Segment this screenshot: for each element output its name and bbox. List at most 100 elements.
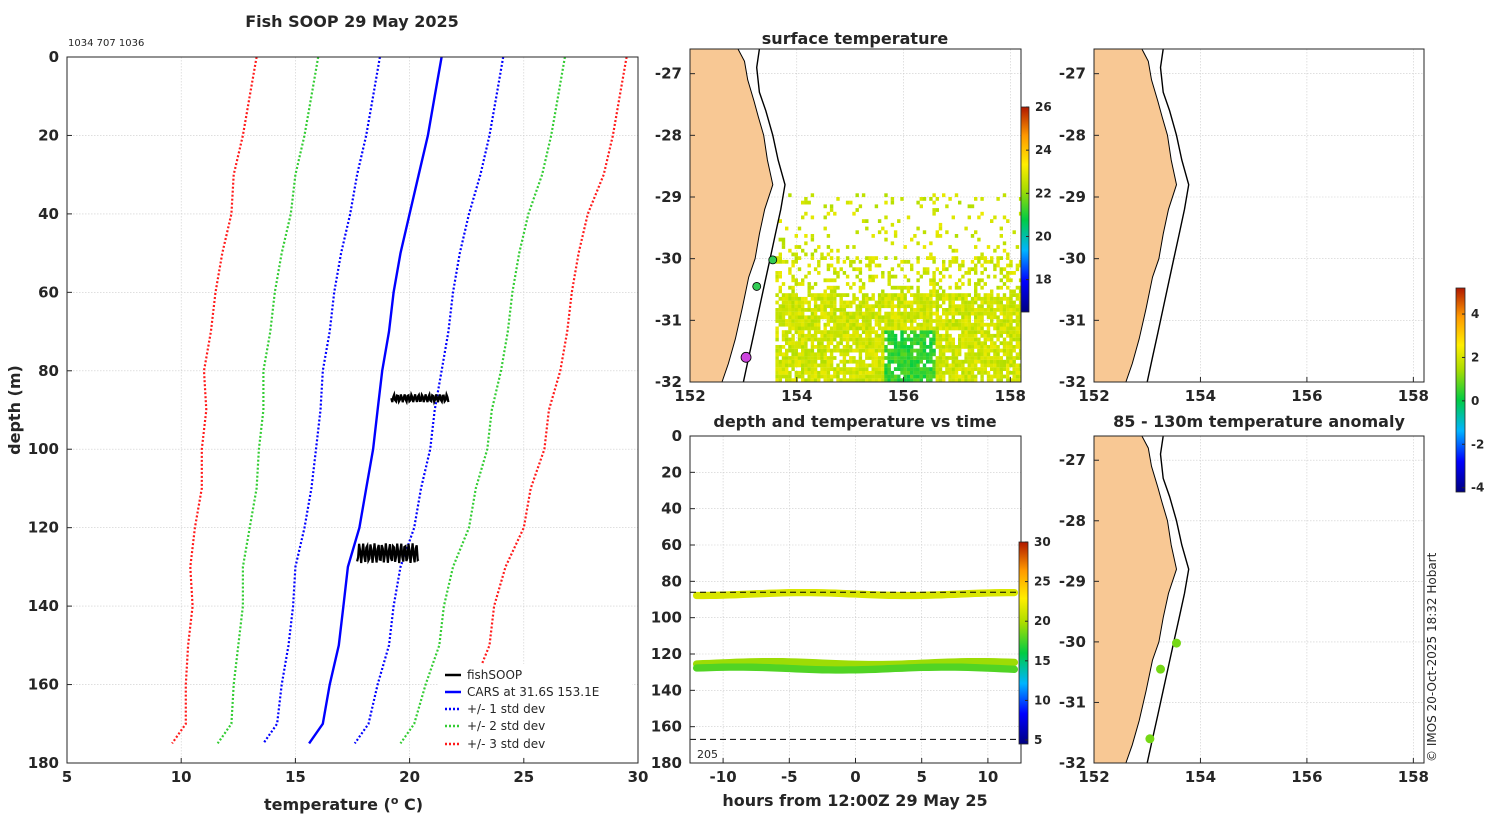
- sst-pixel: [948, 296, 952, 301]
- sst-pixel: [807, 319, 811, 323]
- sst-pixel: [983, 348, 987, 353]
- sst-pixel: [842, 370, 847, 375]
- sst-pixel: [903, 370, 907, 375]
- sst-pixel: [890, 378, 895, 382]
- sst-map-layers: [690, 49, 1021, 382]
- sst-pixel: [974, 285, 978, 290]
- sst-pixel: [868, 378, 872, 382]
- sst-pixel: [999, 278, 1003, 283]
- sst-pixel: [1015, 267, 1020, 272]
- depth-time-series: [690, 588, 1021, 740]
- sst-pixel: [996, 322, 1000, 327]
- sst-pixel: [826, 348, 831, 353]
- sst-pixel: [999, 300, 1003, 305]
- sst-pixel: [967, 345, 971, 349]
- sst-pixel: [785, 333, 789, 338]
- sst-pixel: [775, 278, 779, 283]
- sst-pixel: [1015, 315, 1020, 320]
- sst-pixel: [778, 285, 782, 290]
- sst-pixel: [1006, 356, 1010, 360]
- sst-pixel: [845, 345, 850, 349]
- sst-pixel: [874, 352, 879, 357]
- sst-pixel: [868, 341, 872, 346]
- sst-pixel: [977, 215, 981, 220]
- sst-pixel: [868, 374, 872, 379]
- sst-pixel: [781, 245, 786, 249]
- sst-pixel: [826, 267, 831, 272]
- sst-pixel: [961, 259, 965, 264]
- sst-pixel: [1006, 300, 1010, 305]
- sst-pixel: [974, 326, 978, 331]
- tick-label-y: 140: [651, 681, 682, 699]
- sst-pixel: [958, 319, 962, 323]
- sst-pixel: [910, 293, 914, 297]
- sst-pixel: [826, 345, 831, 349]
- sst-pixel: [993, 315, 997, 320]
- sst-pixel: [794, 278, 798, 283]
- sst-pixel: [913, 296, 917, 301]
- sst-pixel: [942, 337, 946, 342]
- sst-pixel: [842, 359, 847, 364]
- sst-pixel: [900, 352, 904, 357]
- sst-pixel: [897, 345, 901, 349]
- series-band: [692, 657, 1019, 669]
- sst-pixel: [970, 363, 975, 368]
- sst-pixel: [967, 300, 971, 305]
- sst-pixel: [916, 315, 920, 320]
- sst-pixel: [919, 274, 923, 279]
- sst-pixel: [893, 348, 898, 353]
- sst-pixel: [810, 285, 815, 290]
- sst-pixel: [881, 271, 885, 275]
- sst-pixel: [929, 278, 933, 283]
- sst-pixel: [935, 319, 939, 323]
- sst-pixel: [823, 204, 827, 209]
- sst-pixel: [785, 348, 789, 353]
- sst-pixel: [797, 363, 802, 368]
- sst-pixel: [974, 367, 978, 371]
- colorbar-tick-label: 24: [1035, 143, 1052, 157]
- sst-pixel: [926, 356, 930, 360]
- sst-pixel: [1018, 348, 1021, 353]
- sst-pixel: [910, 359, 914, 364]
- sst-pixel: [794, 374, 798, 379]
- sst-pixel: [855, 193, 859, 198]
- sst-pixel: [910, 319, 914, 323]
- sst-pixel: [861, 315, 866, 320]
- sst-pixel: [849, 322, 853, 327]
- sst-pixel: [980, 304, 984, 309]
- sst-pixel: [910, 237, 914, 242]
- sst-pixel: [1018, 374, 1021, 379]
- sst-pixel: [999, 378, 1003, 382]
- sst-pixel: [983, 300, 987, 305]
- sst-pixel: [948, 259, 952, 264]
- sst-pixel: [951, 311, 955, 316]
- sst-pixel: [948, 363, 952, 368]
- sst-pixel: [983, 337, 987, 342]
- sst-pixel: [935, 208, 939, 212]
- depth-time-colorbar: [1018, 541, 1029, 745]
- tick-label-y: -27: [1059, 451, 1086, 469]
- sst-pixel: [1006, 363, 1010, 368]
- sst-pixel: [903, 363, 907, 368]
- sst-pixel: [861, 193, 866, 198]
- sst-pixel: [775, 359, 779, 364]
- sst-pixel: [845, 348, 850, 353]
- sst-pixel: [986, 359, 991, 364]
- sst-pixel: [817, 348, 821, 353]
- sst-pixel: [1012, 374, 1016, 379]
- sst-pixel: [974, 330, 978, 334]
- sst-pixel: [900, 341, 904, 346]
- sst-pixel: [964, 352, 968, 357]
- sst-pixel: [990, 319, 994, 323]
- sst-pixel: [829, 374, 834, 379]
- sst-pixel: [1009, 352, 1013, 357]
- sst-pixel: [932, 256, 936, 260]
- sst-pixel: [823, 278, 827, 283]
- sst-pixel: [935, 341, 939, 346]
- sst-pixel: [791, 289, 795, 294]
- sst-pixel: [958, 367, 962, 371]
- sst-pixel: [810, 234, 815, 238]
- sst-pixel: [775, 315, 779, 320]
- sst-pixel: [884, 319, 888, 323]
- sst-pixel: [781, 259, 786, 264]
